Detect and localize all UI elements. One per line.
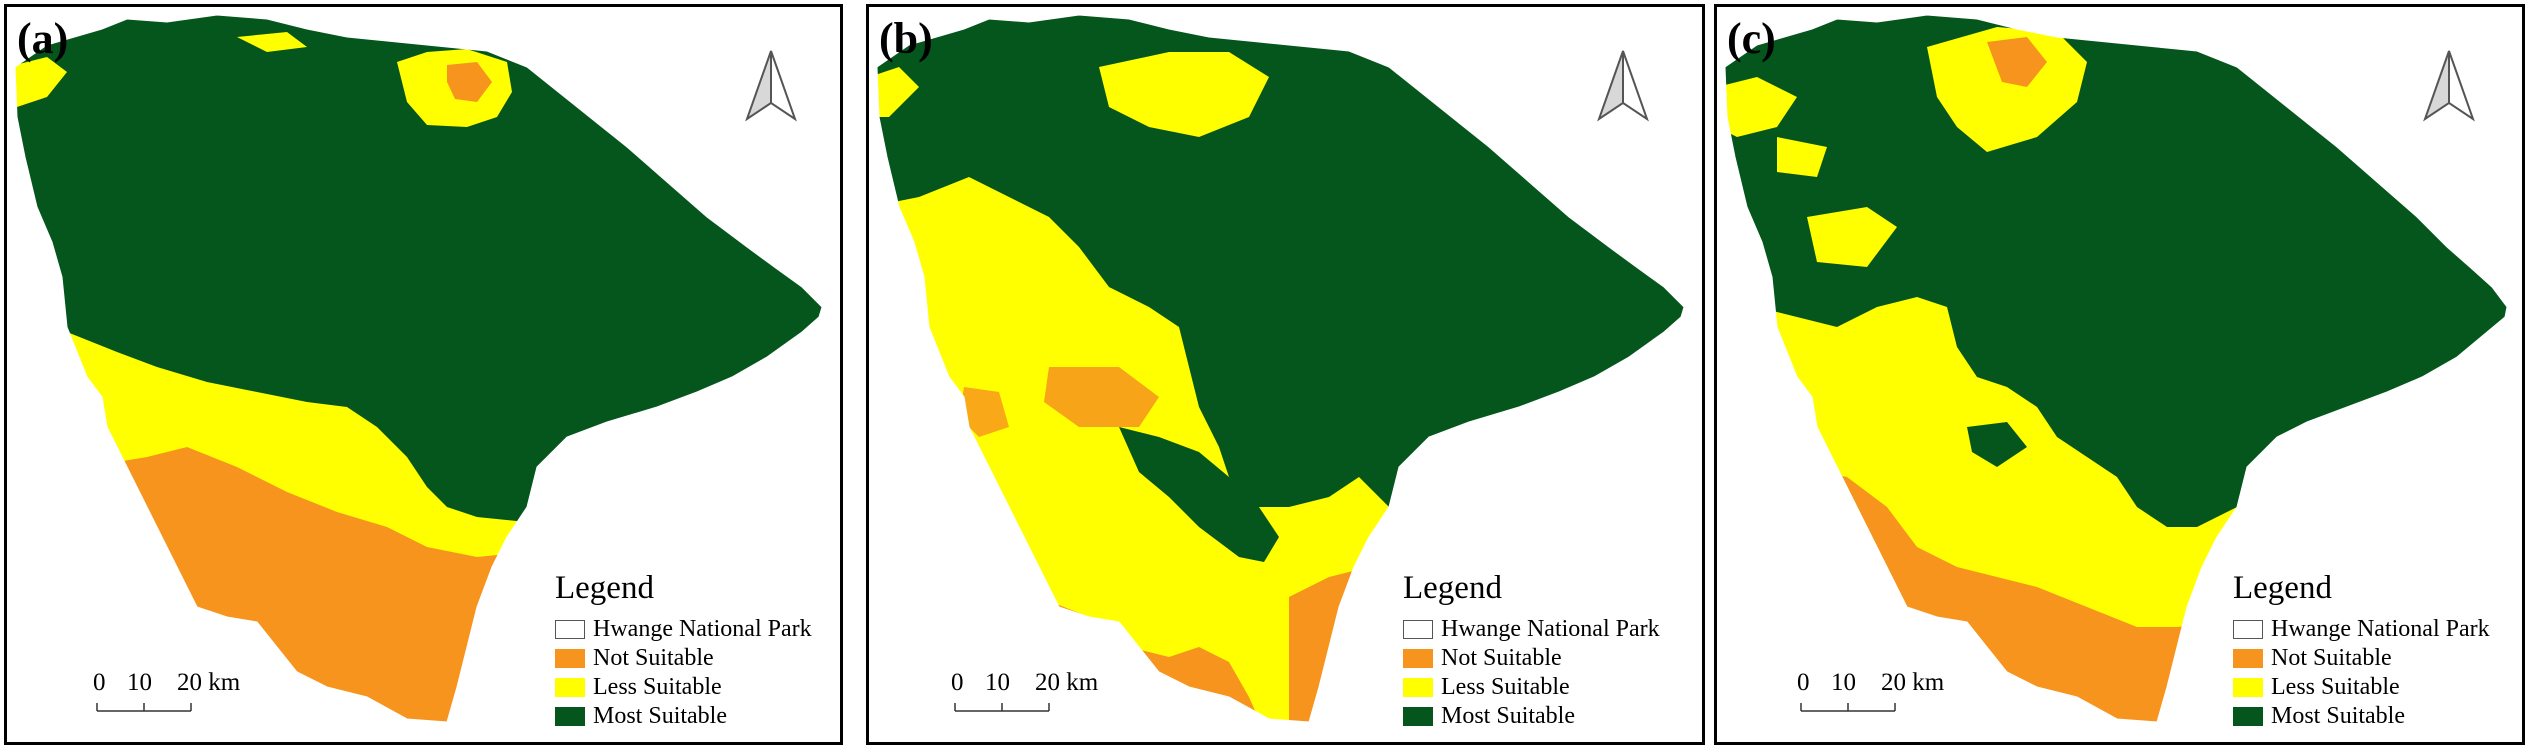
legend: Legend Hwange National Park Not Suitable… — [1403, 572, 1763, 731]
scale-label-0: 0 — [93, 669, 106, 696]
scale-label-10: 10 — [985, 669, 1010, 696]
legend-item-not-suitable: Not Suitable — [555, 644, 915, 673]
scale-label-0: 0 — [951, 669, 964, 696]
legend-swatch — [1403, 707, 1433, 726]
scale-bar: 0 10 20 km — [1793, 669, 1963, 719]
legend-item-less-suitable: Less Suitable — [2233, 673, 2529, 702]
legend-item-park: Hwange National Park — [555, 615, 915, 644]
panel-label: (c) — [1727, 14, 1776, 63]
panel-label: (b) — [879, 14, 933, 63]
legend-swatch — [2233, 620, 2263, 639]
park-boundary — [14, 14, 823, 723]
legend-swatch — [2233, 707, 2263, 726]
scale-label-0: 0 — [1797, 669, 1810, 696]
north-arrow-icon — [1597, 50, 1649, 122]
legend-title: Legend — [2233, 570, 2332, 606]
scale-label-20: 20 km — [1881, 669, 1945, 696]
park-boundary — [1724, 14, 2508, 723]
legend-swatch — [2233, 678, 2263, 697]
legend-swatch — [1403, 678, 1433, 697]
scale-label-20: 20 km — [177, 669, 241, 696]
legend: Legend Hwange National Park Not Suitable… — [2233, 572, 2529, 731]
suitability-map-c — [1724, 14, 2508, 723]
legend-title: Legend — [1403, 570, 1502, 606]
suitability-map-a — [14, 14, 823, 723]
legend-swatch — [555, 649, 585, 668]
legend-swatch — [2233, 649, 2263, 668]
legend-item-less-suitable: Less Suitable — [1403, 673, 1763, 702]
legend-item-most-suitable: Most Suitable — [555, 702, 915, 731]
suitability-map-b — [876, 14, 1685, 723]
scale-label-10: 10 — [127, 669, 152, 696]
legend-swatch — [555, 707, 585, 726]
map-panel-b: (b) Legend Hwange National Park Not Suit… — [866, 4, 1705, 745]
north-arrow-icon — [745, 50, 797, 122]
legend-item-park: Hwange National Park — [1403, 615, 1763, 644]
legend-item-not-suitable: Not Suitable — [2233, 644, 2529, 673]
park-boundary — [876, 14, 1685, 723]
map-panel-c: (c) Legend Hwange National Park Not Suit… — [1714, 4, 2525, 745]
legend-item-park: Hwange National Park — [2233, 615, 2529, 644]
scale-ticks — [954, 703, 1050, 712]
legend-item-not-suitable: Not Suitable — [1403, 644, 1763, 673]
scale-bar: 0 10 20 km — [89, 669, 259, 719]
legend-item-most-suitable: Most Suitable — [1403, 702, 1763, 731]
panel-label: (a) — [17, 14, 69, 63]
legend: Legend Hwange National Park Not Suitable… — [555, 572, 915, 731]
scale-ticks — [96, 703, 192, 712]
scale-label-20: 20 km — [1035, 669, 1099, 696]
scale-label-10: 10 — [1831, 669, 1856, 696]
legend-item-less-suitable: Less Suitable — [555, 673, 915, 702]
legend-item-most-suitable: Most Suitable — [2233, 702, 2529, 731]
legend-swatch — [1403, 620, 1433, 639]
legend-title: Legend — [555, 570, 654, 606]
legend-swatch — [555, 678, 585, 697]
scale-ticks — [1800, 703, 1896, 712]
scale-bar: 0 10 20 km — [947, 669, 1117, 719]
legend-swatch — [555, 620, 585, 639]
north-arrow-icon — [2423, 50, 2475, 122]
map-panel-a: (a) Legend Hwange National Park Not Suit… — [4, 4, 843, 745]
legend-swatch — [1403, 649, 1433, 668]
